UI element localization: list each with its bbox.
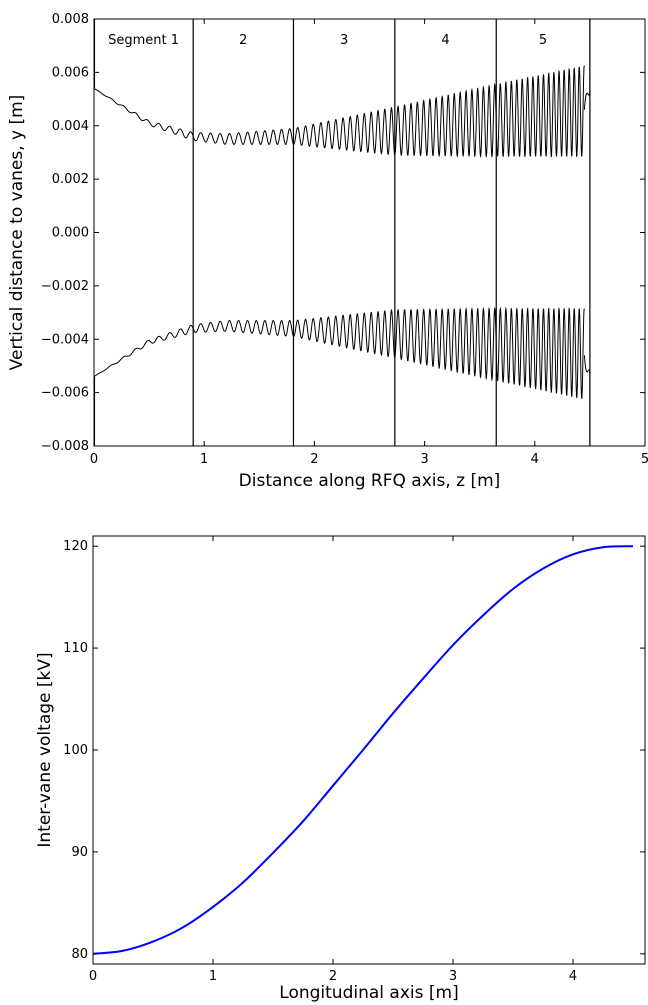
x-axis-label: Longitudinal axis [m] <box>279 983 458 1003</box>
y-tick-label: 120 <box>63 539 88 554</box>
segment-label: 2 <box>239 33 247 48</box>
y-tick-label: −0.008 <box>41 439 89 454</box>
x-tick-label: 4 <box>531 452 539 467</box>
x-axis-label: Distance along RFQ axis, z [m] <box>239 471 501 491</box>
y-axis-label: Inter-vane voltage [kV] <box>35 652 55 847</box>
vane-curve-upper <box>94 65 585 159</box>
x-axis-ticks: 0 1 2 3 4 <box>89 536 577 984</box>
y-tick-label: 80 <box>71 947 88 962</box>
y-tick-label: −0.002 <box>41 279 89 294</box>
segment-label: 5 <box>539 33 547 48</box>
x-tick-label: 0 <box>90 452 98 467</box>
y-tick-label: 100 <box>63 743 88 758</box>
exit-flare-lower <box>583 355 591 446</box>
y-tick-label: 0.008 <box>52 12 89 27</box>
y-tick-label: −0.004 <box>41 332 89 347</box>
voltage-series-line <box>92 545 634 955</box>
y-tick-label: 0.006 <box>52 65 89 80</box>
y-axis-ticks: 80 90 100 110 120 <box>63 539 645 962</box>
x-tick-label: 3 <box>449 969 457 984</box>
y-tick-label: 0.000 <box>52 226 89 241</box>
plot-frame <box>92 535 646 965</box>
chart-inter-vane-voltage: 0 1 2 3 4 80 90 100 110 120 Longitudinal axis [m… <box>35 535 646 1003</box>
x-axis-ticks: 0 1 2 3 4 5 <box>90 19 648 467</box>
vane-curves <box>94 19 591 446</box>
x-tick-label: 5 <box>641 452 648 467</box>
y-tick-label: 110 <box>63 641 88 656</box>
x-tick-label: 2 <box>310 452 318 467</box>
vane-curve-lower <box>94 306 585 399</box>
segment-label: 4 <box>441 33 449 48</box>
y-tick-label: 0.004 <box>52 119 89 134</box>
x-tick-label: 1 <box>200 452 208 467</box>
x-tick-label: 2 <box>329 969 337 984</box>
y-axis-ticks: −0.008 −0.006 −0.004 −0.002 0.000 0.002 0.004 0… <box>41 12 645 454</box>
y-axis-label: Vertical distance to vanes, y [m] <box>7 95 27 371</box>
exit-flare-upper <box>583 19 591 110</box>
x-tick-label: 3 <box>420 452 428 467</box>
y-tick-label: 90 <box>71 845 88 860</box>
segment-boundaries: Segment 1 2 3 4 5 <box>108 19 591 446</box>
segment-label: Segment 1 <box>108 33 179 48</box>
y-tick-label: −0.006 <box>41 386 89 401</box>
x-tick-label: 1 <box>209 969 217 984</box>
y-tick-label: 0.002 <box>52 172 89 187</box>
x-tick-label: 4 <box>569 969 577 984</box>
x-tick-label: 0 <box>89 969 97 984</box>
segment-label: 3 <box>340 33 348 48</box>
